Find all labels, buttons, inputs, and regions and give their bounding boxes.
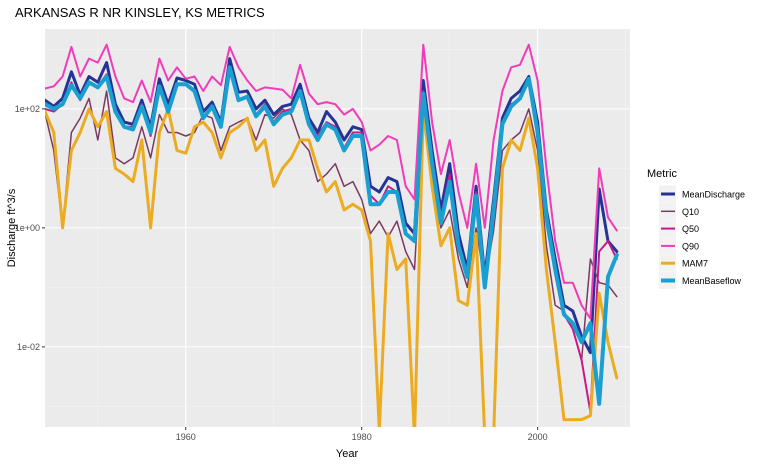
legend-label: Q50 — [682, 224, 699, 234]
series-lines — [45, 43, 619, 427]
series-line-meanbaseflow — [45, 65, 619, 406]
y-axis-ticks: 1e-02 1e+00 1e+02 — [15, 104, 45, 352]
y-tick-label: 1e+02 — [15, 104, 40, 114]
y-axis-title: Discharge ft^3/s — [6, 188, 18, 267]
chart-title: ARKANSAS R NR KINSLEY, KS METRICS — [15, 5, 265, 20]
legend-label: MeanDischarge — [682, 190, 745, 200]
series-line-mam7 — [45, 107, 619, 427]
legend-label: Q90 — [682, 241, 699, 251]
x-axis-title: Year — [336, 448, 359, 460]
grid-lines — [45, 29, 630, 427]
legend-label: MeanBaseflow — [682, 276, 742, 286]
y-tick-label: 1e-02 — [17, 342, 40, 352]
y-tick-label: 1e+00 — [15, 223, 40, 233]
x-tick-label: 1980 — [352, 432, 372, 442]
series-line-meandischarge — [45, 57, 619, 355]
x-axis-ticks: 1960 1980 2000 — [176, 427, 548, 442]
legend-title: Metric — [647, 168, 677, 180]
legend: Metric MeanDischarge Q10 Q50 Q90 MAM7 MeanBas… — [647, 168, 745, 289]
series-line-q90 — [45, 43, 618, 320]
x-tick-label: 2000 — [528, 432, 548, 442]
legend-label: Q10 — [682, 207, 699, 217]
x-tick-label: 1960 — [176, 432, 196, 442]
series-line-q10 — [45, 90, 618, 361]
legend-label: MAM7 — [682, 259, 708, 269]
